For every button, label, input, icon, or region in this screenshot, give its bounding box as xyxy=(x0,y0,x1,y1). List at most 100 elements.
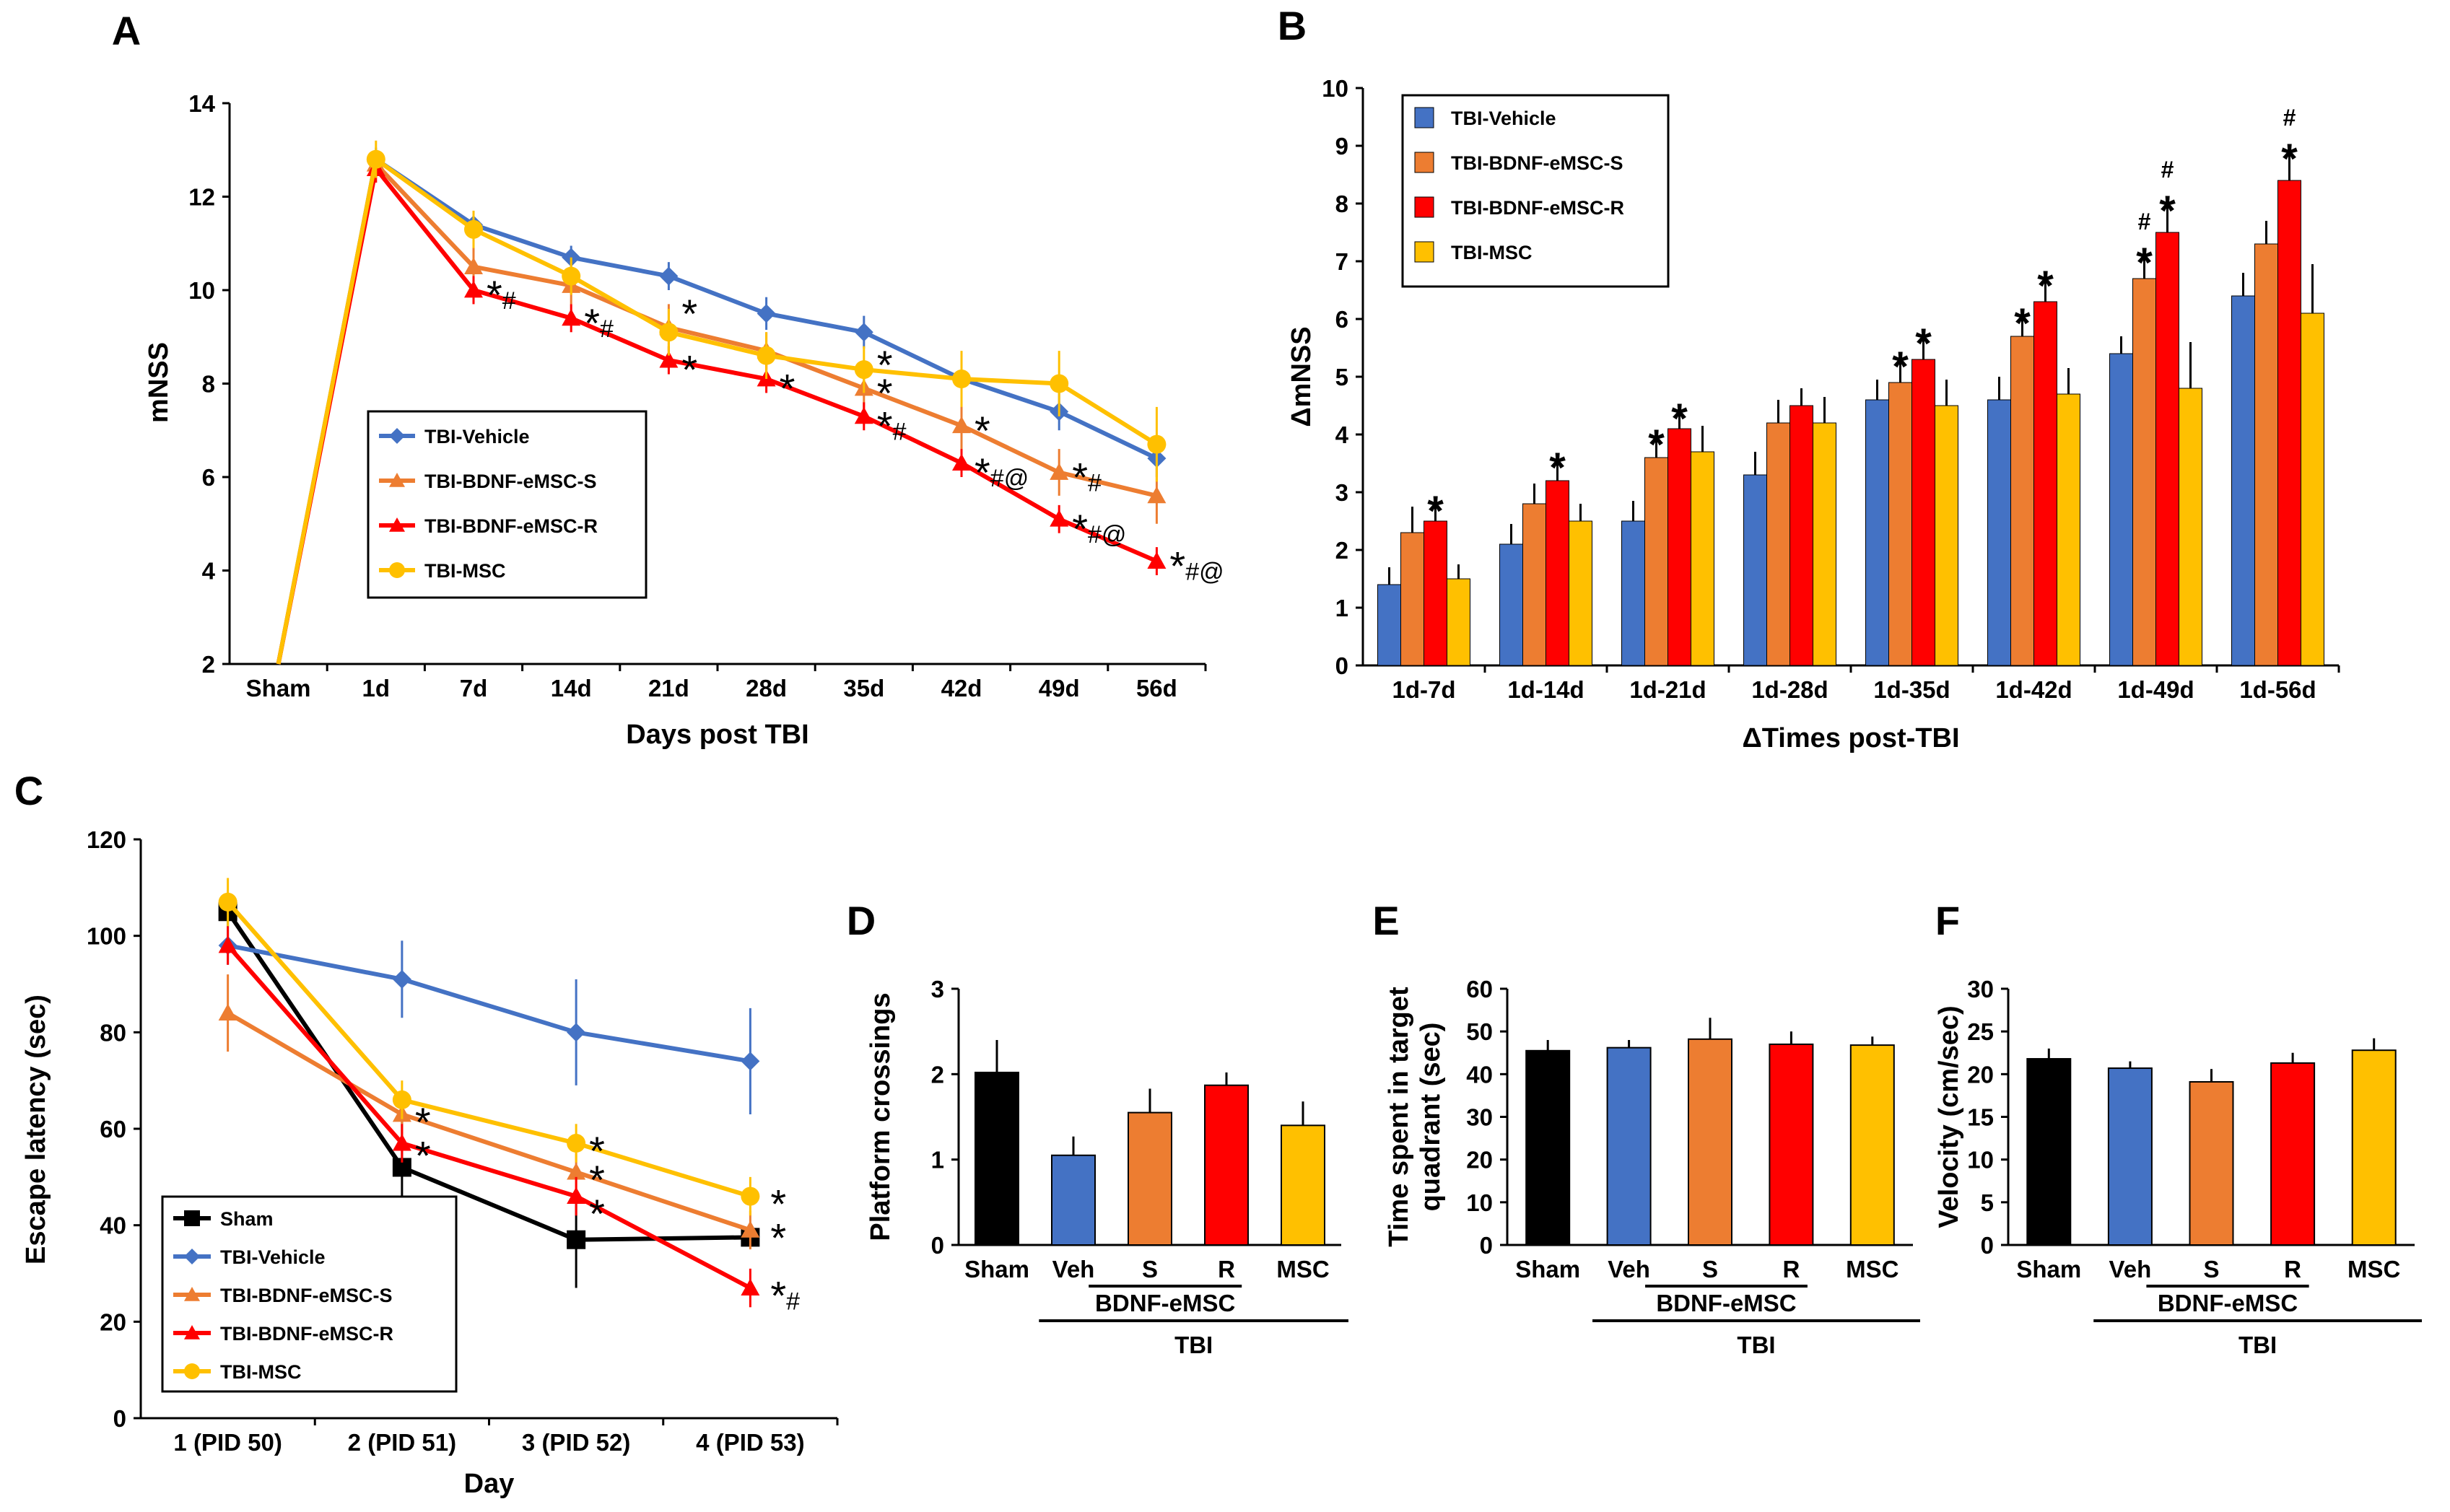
y-axis-label: Platform crossings xyxy=(866,992,896,1241)
legend-label: TBI-MSC xyxy=(424,560,505,582)
x-tick-label: R xyxy=(1782,1256,1800,1282)
y-axis-label: quadrant (sec) xyxy=(1416,1023,1446,1212)
bar xyxy=(1987,399,2011,666)
bar xyxy=(1606,1046,1652,1246)
series-line xyxy=(276,155,1158,665)
x-tick-label: 49d xyxy=(1039,675,1080,702)
bar xyxy=(1281,1124,1325,1246)
x-tick-label: 1d-14d xyxy=(1507,676,1584,703)
data-point xyxy=(741,1052,760,1071)
bar xyxy=(1400,532,1424,666)
bar xyxy=(2026,1058,2072,1246)
panel-b-bar-chart: B 0 1 2 3 4 5 6 7 8 9 10 1d-7d 1d-14d 1d-21d 1d-28d 1d-3… xyxy=(1278,3,2340,753)
data-point xyxy=(757,346,776,365)
panel-a-line-chart: A 2 4 6 8 10 12 14 Sham 1d 7d 14d 21d 28d 35d 42d 49d 56d… xyxy=(112,8,1224,750)
x-tick-label: 2 (PID 51) xyxy=(348,1429,456,1456)
x-axis-label: Day xyxy=(464,1469,515,1499)
y-tick-label: 50 xyxy=(1466,1018,1493,1045)
y-tick-label: 1 xyxy=(1335,595,1348,621)
significance-mark: * xyxy=(1648,421,1665,468)
legend-label: TBI-BDNF-eMSC-R xyxy=(424,515,598,537)
x-tick-label: 56d xyxy=(1136,675,1177,702)
x-tick-label: Veh xyxy=(1608,1256,1650,1282)
y-tick-label: 3 xyxy=(1335,479,1348,506)
significance-star: * xyxy=(2014,300,2031,347)
data-point xyxy=(659,351,679,368)
bar xyxy=(1849,1044,1895,1246)
data-point xyxy=(464,281,483,298)
panel-e-bar-chart: E 0 10 20 30 40 50 60 Sham Veh S R MSC BDNF-eMSC TBI Ti… xyxy=(1372,898,1920,1358)
bar xyxy=(1743,474,1767,666)
legend-label: Sham xyxy=(220,1208,274,1230)
y-tick-label: 8 xyxy=(1335,191,1348,217)
legend-label: TBI-BDNF-eMSC-R xyxy=(220,1323,393,1345)
y-axis-label: Escape latency (sec) xyxy=(21,995,51,1264)
x-tick-label: Sham xyxy=(1515,1256,1580,1282)
data-point xyxy=(1147,551,1167,569)
significance-mark: * xyxy=(770,1215,786,1260)
x-tick-label: S xyxy=(2203,1256,2219,1282)
y-tick-label: 120 xyxy=(87,826,126,853)
panel-label: F xyxy=(1935,898,1960,943)
significance-mark: * xyxy=(415,1133,431,1179)
legend-marker xyxy=(184,1325,200,1340)
data-point xyxy=(659,323,679,342)
y-tick-label: 60 xyxy=(1466,976,1493,1002)
significance-mark: * xyxy=(780,366,795,411)
significance-mark: * xyxy=(2014,300,2031,347)
legend: Sham TBI-Vehicle TBI-BDNF-eMSC-S TBI-BDNF-e… xyxy=(161,1195,458,1393)
data-point xyxy=(567,1134,586,1153)
series-line xyxy=(276,163,1158,665)
bar xyxy=(1525,1049,1571,1246)
bar xyxy=(1644,457,1668,666)
bar xyxy=(1569,520,1592,666)
data-point xyxy=(567,1163,586,1180)
x-tick-label: 1 (PID 50) xyxy=(173,1429,282,1456)
y-tick-label: 40 xyxy=(100,1212,126,1239)
significance-mark: *# xyxy=(584,300,614,346)
significance-mark: * xyxy=(2037,263,2054,310)
y-tick-label: 5 xyxy=(1335,364,1348,390)
y-tick-label: 2 xyxy=(931,1061,944,1088)
data-point xyxy=(567,1187,586,1204)
bar xyxy=(1621,520,1645,666)
bar xyxy=(2189,1080,2234,1246)
significance-mark: *#@ xyxy=(1169,543,1224,589)
y-axis-label: Velocity (cm/sec) xyxy=(1934,1005,1964,1228)
legend-marker xyxy=(389,473,405,487)
y-tick-label: 0 xyxy=(1335,652,1348,679)
y-tick-label: 2 xyxy=(202,651,215,678)
significance-mark: * xyxy=(589,1191,605,1236)
data-point xyxy=(952,416,971,434)
significance-mark: * xyxy=(681,347,697,393)
bar xyxy=(1691,451,1714,666)
bar xyxy=(1447,578,1470,666)
bar xyxy=(2109,353,2133,666)
series-line xyxy=(227,1011,751,1233)
data-point xyxy=(464,219,483,239)
y-tick-label: 10 xyxy=(1967,1147,1994,1174)
bar xyxy=(2277,180,2301,666)
bar xyxy=(1128,1111,1172,1246)
panel-label: D xyxy=(847,898,876,943)
bar xyxy=(2231,295,2255,666)
series-line xyxy=(226,944,751,1290)
panel-label: B xyxy=(1278,3,1307,48)
bar xyxy=(1935,405,1958,666)
data-point xyxy=(392,1134,411,1151)
y-tick-label: 15 xyxy=(1967,1104,1994,1131)
y-tick-label: 10 xyxy=(1466,1189,1493,1216)
legend-swatch xyxy=(1414,241,1434,263)
x-tick-label: 1d-35d xyxy=(1873,676,1950,703)
y-tick-label: 30 xyxy=(1967,976,1994,1002)
panel-label: E xyxy=(1372,898,1399,943)
data-point xyxy=(567,1023,586,1042)
y-tick-label: 80 xyxy=(100,1019,126,1046)
series-line xyxy=(227,943,751,1064)
legend-marker xyxy=(389,562,405,578)
x-tick-label: MSC xyxy=(1276,1256,1329,1282)
data-point xyxy=(854,323,873,342)
data-point xyxy=(952,453,971,471)
legend-label: TBI-MSC xyxy=(1451,242,1532,263)
data-point xyxy=(1147,434,1167,454)
